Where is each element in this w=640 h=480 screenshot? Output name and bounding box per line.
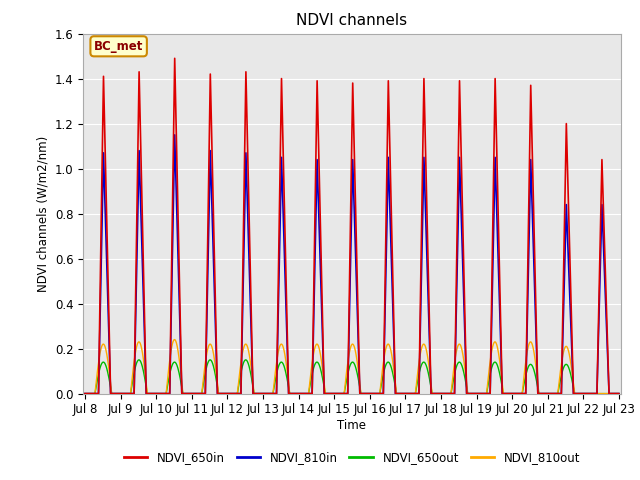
Title: NDVI channels: NDVI channels xyxy=(296,13,408,28)
Legend: NDVI_650in, NDVI_810in, NDVI_650out, NDVI_810out: NDVI_650in, NDVI_810in, NDVI_650out, NDV… xyxy=(119,446,585,469)
Text: BC_met: BC_met xyxy=(94,40,143,53)
Y-axis label: NDVI channels (W/m2/nm): NDVI channels (W/m2/nm) xyxy=(36,135,49,292)
X-axis label: Time: Time xyxy=(337,419,367,432)
